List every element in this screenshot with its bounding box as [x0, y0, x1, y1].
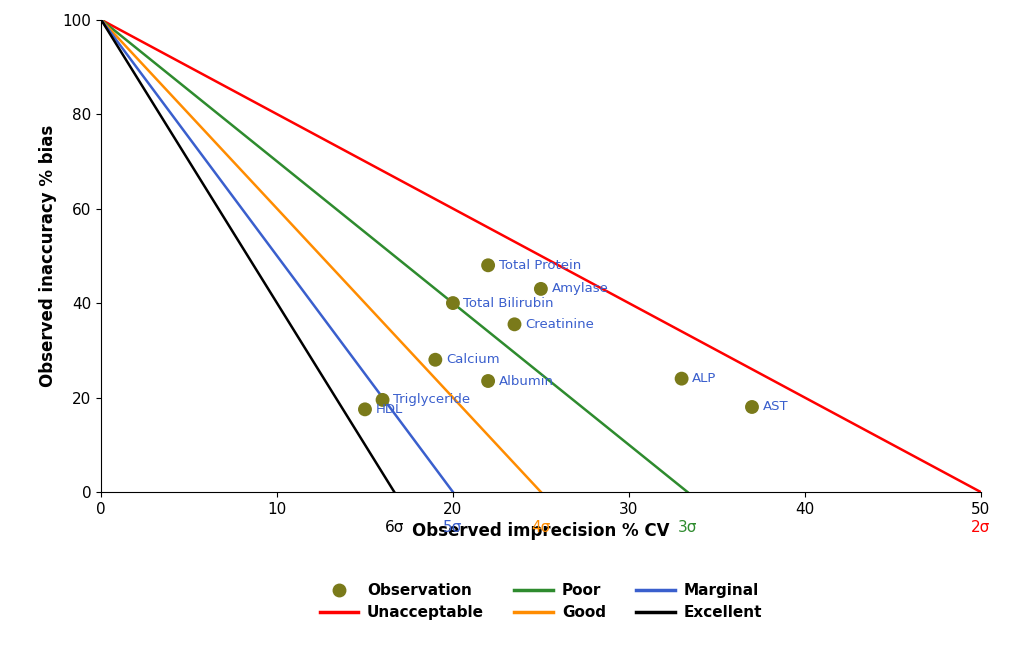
Text: 2σ: 2σ [971, 520, 991, 535]
Text: Triglyceride: Triglyceride [393, 394, 470, 407]
Text: Total Bilirubin: Total Bilirubin [463, 297, 554, 310]
Text: AST: AST [762, 400, 789, 413]
Point [480, 376, 496, 386]
Text: Calcium: Calcium [446, 353, 499, 366]
Point [673, 373, 690, 384]
Text: Amylase: Amylase [551, 282, 609, 295]
Point [374, 395, 390, 405]
Text: ALP: ALP [693, 372, 717, 385]
Text: 3σ: 3σ [677, 520, 698, 535]
Text: 5σ: 5σ [443, 520, 463, 535]
Point [428, 354, 444, 365]
Text: 4σ: 4σ [531, 520, 551, 535]
Legend: Observation, Unacceptable, Poor, Good, Marginal, Excellent: Observation, Unacceptable, Poor, Good, M… [312, 575, 769, 628]
Text: Total Protein: Total Protein [498, 258, 581, 272]
Point [507, 319, 523, 329]
X-axis label: Observed imprecision % CV: Observed imprecision % CV [412, 522, 669, 541]
Text: Creatinine: Creatinine [525, 318, 593, 331]
Point [445, 298, 461, 308]
Text: Albumin: Albumin [498, 375, 554, 388]
Point [480, 260, 496, 270]
Point [533, 283, 549, 294]
Point [744, 401, 760, 412]
Y-axis label: Observed inaccuracy % bias: Observed inaccuracy % bias [39, 125, 57, 387]
Point [357, 404, 373, 415]
Text: HDL: HDL [375, 403, 402, 416]
Text: 6σ: 6σ [384, 520, 404, 535]
